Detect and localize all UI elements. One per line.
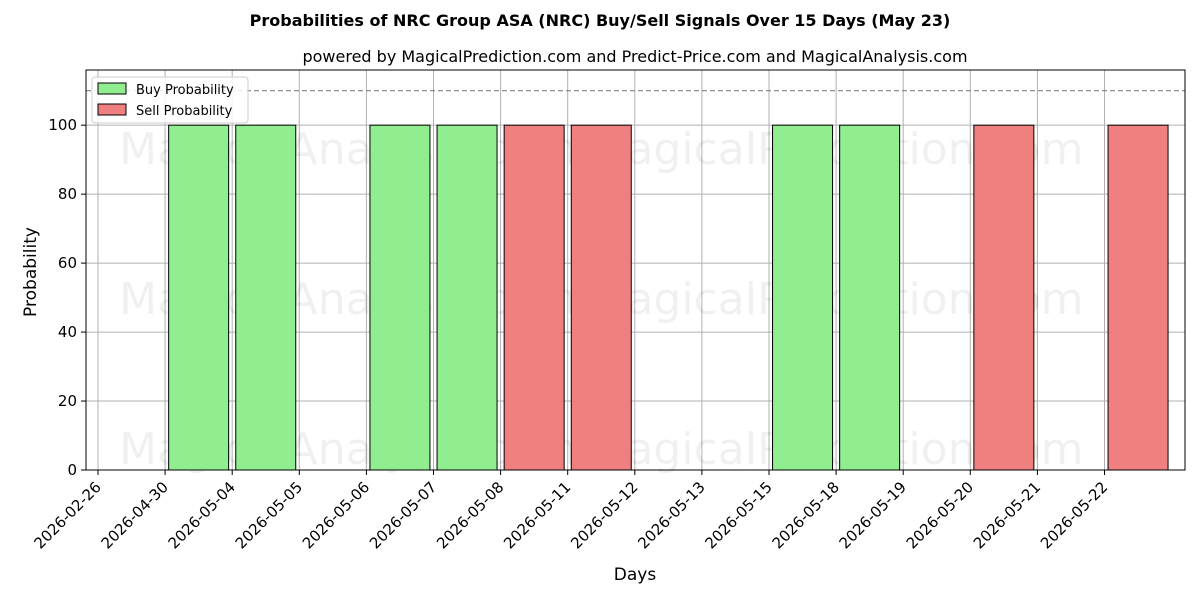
legend: Buy Probability Sell Probability [91,76,249,124]
x-tick-label: 2026-05-08 [433,478,507,552]
buy-bar [369,124,431,471]
legend-swatch-sell [97,103,127,116]
y-tick-label: 20 [58,392,77,410]
x-tick-label: 2026-05-18 [769,478,843,552]
x-tick-label: 2026-05-07 [366,478,440,552]
sell-bar [503,124,565,471]
x-tick-label: 2026-05-19 [836,478,910,552]
chart-subtitle: powered by MagicalPrediction.com and Pre… [302,47,967,66]
x-tick-label: 2026-04-30 [98,478,172,552]
buy-bar [436,124,498,471]
legend-box [91,76,249,124]
x-tick-label: 2026-05-05 [232,478,306,552]
legend-label-buy: Buy Probability [136,83,234,98]
plot-frame [85,69,1186,471]
y-tick-label: 100 [48,116,77,134]
y-axis-ticks: 0 20 40 60 80 100 [48,116,86,479]
y-tick-label: 80 [58,185,77,203]
x-tick-label: 2026-05-13 [634,478,708,552]
sell-bar [570,124,632,471]
buy-bar [772,124,834,471]
y-tick-label: 60 [58,254,77,272]
x-tick-label: 2026-05-21 [970,478,1044,552]
x-axis-ticks: 2026-02-262026-04-302026-05-042026-05-05… [30,470,1111,552]
y-tick-label: 0 [67,461,77,479]
x-tick-label: 2026-05-12 [567,478,641,552]
sell-bar [1107,124,1169,471]
x-tick-label: 2026-05-15 [701,478,775,552]
x-tick-label: 2026-05-11 [500,478,574,552]
x-tick-label: 2026-05-06 [299,478,373,552]
y-axis-label: Probability [21,227,41,317]
buy-bar [168,124,230,471]
y-tick-label: 40 [58,323,77,341]
buy-bar [839,124,901,471]
buy-bar [235,124,297,471]
x-tick-label: 2026-05-04 [165,478,239,552]
x-axis-label: Days [614,565,657,585]
legend-label-sell: Sell Probability [136,104,233,119]
sell-bar [973,124,1035,471]
legend-swatch-buy [97,82,127,95]
x-tick-label: 2026-02-26 [30,478,104,552]
x-tick-label: 2026-05-22 [1037,478,1111,552]
x-tick-label: 2026-05-20 [903,478,977,552]
chart-title: Probabilities of NRC Group ASA (NRC) Buy… [250,11,951,30]
